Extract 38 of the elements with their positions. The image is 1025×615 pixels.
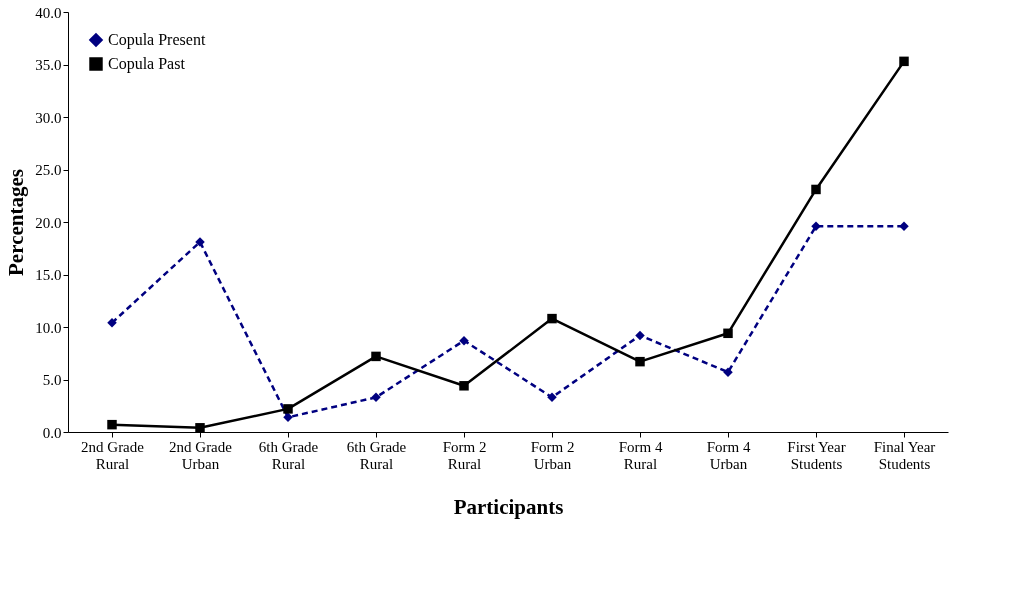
y-tick-label: 40.0	[35, 4, 62, 21]
x-axis-title: Participants	[453, 494, 564, 519]
y-tick-label: 5.0	[42, 372, 62, 388]
y-tick-label: 35.0	[35, 57, 62, 73]
y-tick-label: 15.0	[35, 267, 62, 283]
point	[635, 330, 645, 341]
x-tick-label: First Year Students	[787, 438, 846, 472]
point	[283, 404, 293, 414]
x-tick-label: 2nd Grade Rural	[81, 438, 145, 472]
y-tick-label: 10.0	[35, 319, 62, 336]
point	[459, 381, 469, 391]
y-tick-label: 20.0	[35, 214, 62, 231]
point	[371, 351, 381, 362]
x-tick-label: 6th Grade Rural	[346, 438, 407, 472]
y-axis-title: Percentages	[4, 169, 29, 276]
x-tick-label: 6th Grade Rural	[258, 438, 319, 472]
x-tick-label: 2nd Grade Urban	[169, 438, 233, 472]
point	[195, 423, 205, 433]
point	[107, 419, 117, 430]
legend-label: Copula Past	[108, 55, 186, 73]
x-tick-label: Form 4 Rural	[618, 438, 663, 472]
x-tick-label: Final Year Students	[873, 438, 936, 472]
y-tick-label: 0.0	[42, 424, 62, 441]
x-tick-label: Form 2 Urban	[530, 438, 575, 472]
point	[459, 335, 469, 346]
point	[283, 412, 293, 423]
point	[899, 56, 909, 67]
point	[547, 392, 557, 403]
point	[723, 328, 733, 339]
point	[635, 356, 645, 367]
y-tick-label: 25.0	[35, 162, 62, 178]
point	[547, 313, 557, 324]
y-tick-label: 30.0	[35, 109, 62, 126]
point	[811, 184, 821, 195]
legend-label: Copula Present	[108, 31, 206, 49]
x-tick-label: Form 4 Urban	[706, 438, 751, 472]
point	[371, 392, 381, 403]
x-tick-label: Form 2 Rural	[442, 438, 487, 472]
